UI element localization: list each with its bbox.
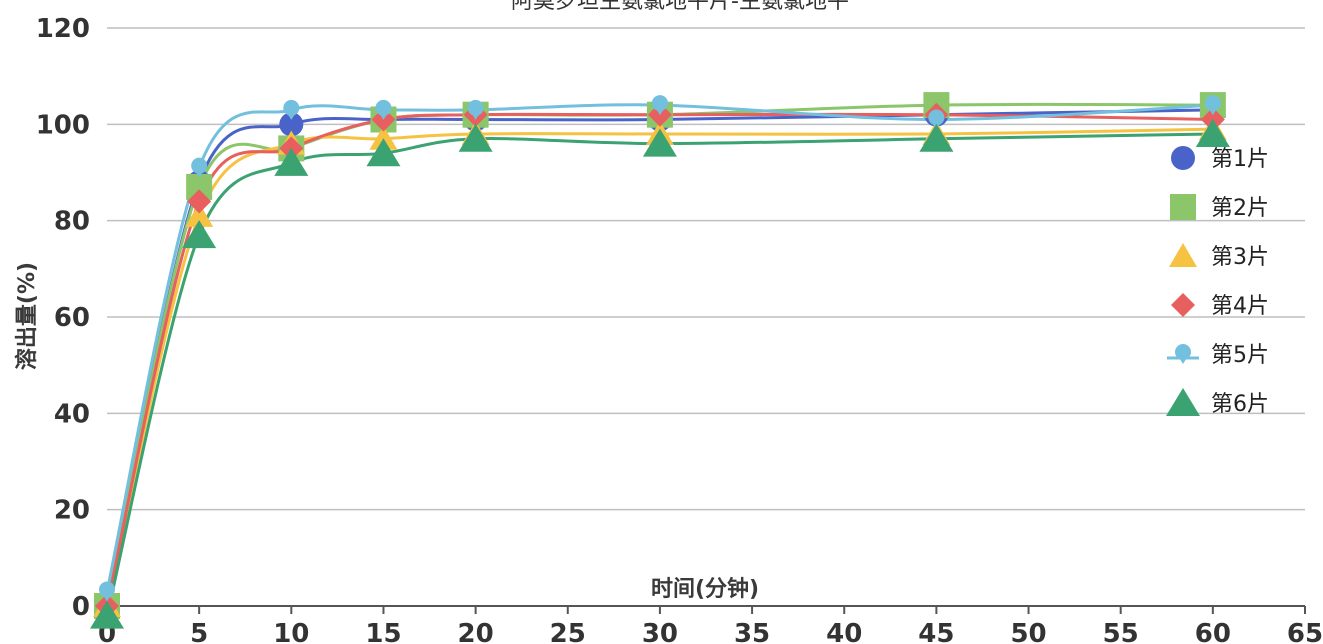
series-lines <box>105 102 1213 616</box>
gridlines <box>107 27 1305 511</box>
data-point-6-shape <box>274 147 309 176</box>
legend-marker-1 <box>1171 146 1195 170</box>
y-tick-label: 120 <box>36 14 90 44</box>
legend-marker-5 <box>1175 344 1191 364</box>
x-tick-label: 15 <box>365 619 401 644</box>
data-point-5 <box>467 99 484 120</box>
data-point-5 <box>283 99 300 120</box>
series-line-5 <box>105 103 1213 592</box>
data-point-5-tip <box>1207 107 1218 116</box>
y-tick-label: 40 <box>54 399 90 429</box>
x-tick-label: 50 <box>1010 619 1046 644</box>
x-tick-label: 25 <box>550 619 586 644</box>
data-point-5 <box>375 99 392 120</box>
data-point-6-shape <box>182 220 217 249</box>
data-point-6-shape <box>366 138 401 167</box>
x-tick-label: 60 <box>1195 619 1231 644</box>
data-point-5-tip <box>102 593 112 602</box>
x-tick-label: 45 <box>918 619 954 644</box>
series-line-3 <box>105 127 1213 607</box>
legend-label-6: 第6片 <box>1211 392 1269 417</box>
legend-item-2: 第2片 <box>1170 194 1269 221</box>
legend-marker-3 <box>1169 243 1197 267</box>
y-tick-label: 60 <box>54 303 90 333</box>
y-axis-label: 溶出量(%) <box>14 262 40 370</box>
data-point-6 <box>1195 118 1230 147</box>
legend-marker-6 <box>1166 388 1200 416</box>
data-point-5 <box>651 95 668 116</box>
x-tick-label: 55 <box>1103 619 1139 644</box>
data-point-6 <box>182 220 217 249</box>
series-line-1 <box>105 108 1213 607</box>
data-point-6-shape <box>458 123 493 152</box>
series-line-4 <box>105 112 1213 607</box>
data-point-6 <box>366 138 401 167</box>
data-point-3 <box>185 202 214 227</box>
data-point-6 <box>642 128 677 157</box>
data-point-6-shape <box>919 123 954 152</box>
legend-label-1: 第1片 <box>1211 147 1269 172</box>
data-point-5-tip <box>286 111 297 120</box>
legend-marker-4 <box>1171 293 1195 317</box>
legend-item-1: 第1片 <box>1171 146 1269 172</box>
legend-item-5: 第5片 <box>1167 343 1269 368</box>
y-tick-label: 80 <box>54 207 90 237</box>
y-tick-label: 0 <box>72 592 90 622</box>
legend-marker-6-shape <box>1166 388 1200 416</box>
data-point-3 <box>369 125 398 150</box>
data-point-5 <box>1204 95 1221 116</box>
x-tick-label: 5 <box>190 619 208 644</box>
legend-item-3: 第3片 <box>1169 243 1269 270</box>
legend-label-4: 第4片 <box>1211 294 1269 319</box>
data-point-6 <box>458 123 493 152</box>
x-tick-label: 40 <box>826 619 862 644</box>
legend-label-5: 第5片 <box>1211 343 1269 368</box>
legend-label-3: 第3片 <box>1211 245 1269 270</box>
data-point-5 <box>191 157 208 178</box>
data-point-6 <box>274 147 309 176</box>
chart-title: 阿莫罗坦生氨氯地平片-生氨氯地平 <box>511 0 849 14</box>
legend-item-6: 第6片 <box>1166 388 1269 417</box>
x-tick-label: 10 <box>273 619 309 644</box>
x-tick-label: 35 <box>734 619 770 644</box>
data-point-6-shape <box>642 128 677 157</box>
y-tick-label: 100 <box>36 110 90 140</box>
legend-marker-5-tip <box>1178 356 1188 364</box>
x-tick-label: 30 <box>642 619 678 644</box>
x-tick-label: 20 <box>458 619 494 644</box>
data-point-4 <box>187 189 212 214</box>
data-point-5-tip <box>378 111 389 120</box>
series-line-6 <box>105 132 1213 616</box>
data-point-5-tip <box>194 169 205 178</box>
x-axis-label: 时间(分钟) <box>651 576 759 602</box>
legend-item-4: 第4片 <box>1171 293 1269 319</box>
legend-marker-2 <box>1170 194 1196 220</box>
data-point-5 <box>99 581 115 602</box>
data-point-6 <box>90 600 124 629</box>
data-point-1 <box>279 112 304 137</box>
data-point-5-tip <box>654 107 665 116</box>
series-markers <box>90 92 1230 629</box>
y-tick-label: 20 <box>54 496 90 526</box>
data-point-6-shape <box>1195 118 1230 147</box>
data-point-5-tip <box>470 111 481 120</box>
data-point-6-shape <box>90 600 124 629</box>
series-line-2 <box>105 102 1213 607</box>
legend-label-2: 第2片 <box>1211 196 1269 221</box>
data-point-6 <box>919 123 954 152</box>
x-tick-label: 65 <box>1287 619 1323 644</box>
